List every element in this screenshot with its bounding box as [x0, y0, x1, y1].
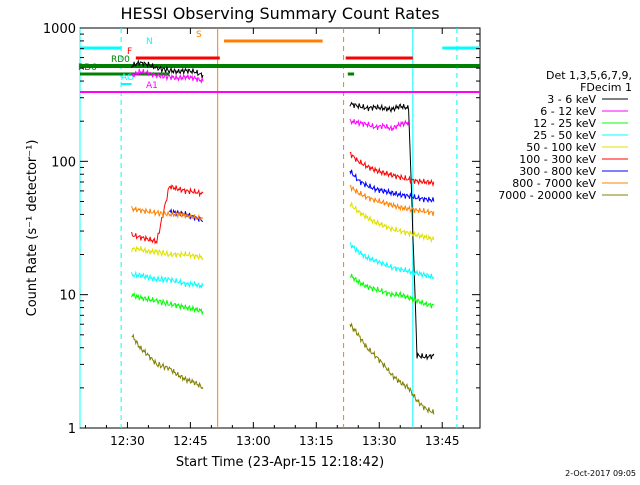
x-tick-label-3: 13:15 [299, 434, 334, 448]
y-tick-label-2: 100 [51, 155, 76, 170]
footer-timestamp: 2-Oct-2017 09:05 [565, 469, 636, 478]
flag-label-a1: A1 [146, 81, 158, 91]
x-tick-label-2: 13:00 [236, 434, 271, 448]
y-tick-label-0: 1 [68, 422, 76, 437]
plot-frame [79, 27, 481, 429]
legend-label-0: 3 - 6 keV [547, 93, 596, 106]
series-line-0 [131, 59, 435, 361]
series-line-3 [131, 242, 435, 289]
x-tick-label-5: 13:45 [425, 434, 460, 448]
series-line-4 [131, 202, 435, 261]
x-axis-label: Start Time (23-Apr-15 12:18:42) [176, 455, 384, 470]
vertical-markers [79, 28, 458, 428]
x-tick-label-1: 12:45 [173, 434, 208, 448]
legend-title-line-0: Det 1,3,5,6,7,9, [546, 69, 632, 82]
axes: 12:30 12:45 13:00 13:15 13:30 13:45 1 10 100 1000 [43, 22, 480, 448]
series-line-5 [131, 151, 435, 245]
series-line-1 [131, 68, 410, 132]
legend-label-8: 7000 - 20000 keV [498, 189, 596, 202]
series-line-2 [131, 273, 435, 316]
legend-label-2: 12 - 25 keV [533, 117, 596, 130]
x-tick-label-0: 12:30 [110, 434, 145, 448]
legend-label-1: 6 - 12 keV [540, 105, 596, 118]
y-tick-label-3: 1000 [43, 22, 76, 37]
series-line-7 [131, 184, 435, 223]
flag-label-n: N [146, 37, 153, 47]
flag-label-f: F [127, 47, 132, 57]
chart-title: HESSI Observing Summary Count Rates [120, 4, 439, 23]
legend-title-line-1: FDecim 1 [580, 81, 632, 94]
legend-label-4: 50 - 100 keV [526, 141, 596, 154]
legend-label-5: 100 - 300 keV [519, 153, 596, 166]
y-axis-label: Count Rate (s⁻¹ detector⁻¹) [25, 140, 40, 317]
series-line-8 [131, 322, 435, 415]
flag-label-ao: AO [121, 73, 134, 83]
legend-label-6: 300 - 800 keV [519, 165, 596, 178]
flag-label-rd0: RD0 [111, 55, 130, 65]
flag-label-s: S [196, 30, 202, 40]
y-tick-label-1: 10 [59, 289, 76, 304]
legend-label-7: 800 - 7000 keV [512, 177, 596, 190]
flag-label-rd6: RD6 [78, 63, 97, 73]
series-lines [131, 59, 435, 415]
x-tick-label-4: 13:30 [362, 434, 397, 448]
series-line-6 [168, 169, 435, 222]
legend-label-3: 25 - 50 keV [533, 129, 596, 142]
